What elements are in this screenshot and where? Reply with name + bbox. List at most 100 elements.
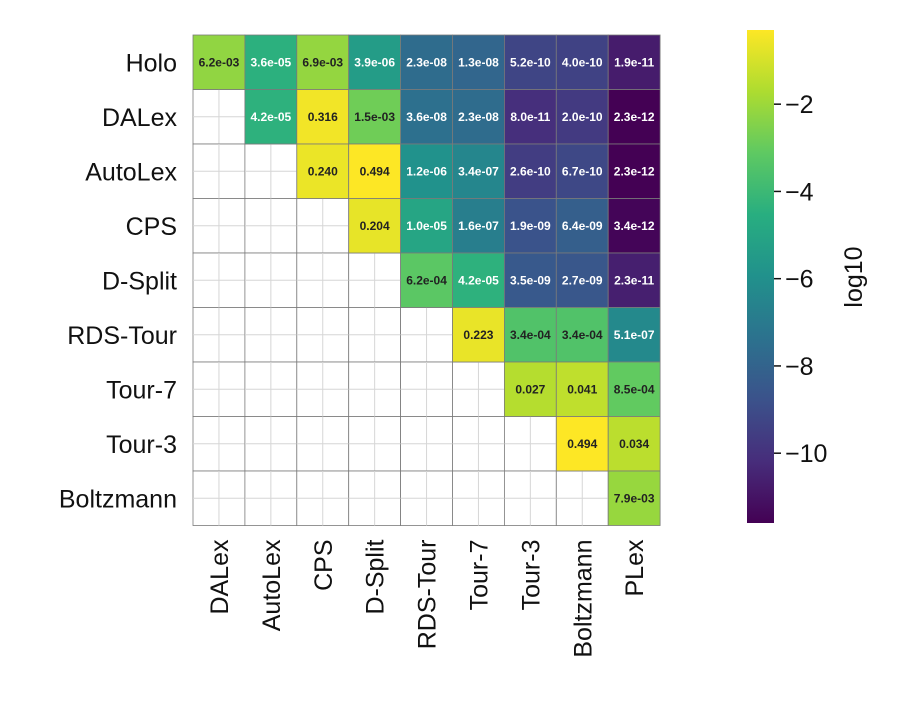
heatmap-cell <box>607 34 661 90</box>
heatmap-cell <box>503 198 557 254</box>
heatmap-cell <box>503 252 557 308</box>
column-label: CPS <box>310 540 338 591</box>
heatmap-cell <box>400 143 453 199</box>
colorbar-tick-label: −6 <box>785 266 814 294</box>
row-labels: Holo DALex AutoLex CPS D-Split RDS-Tour Tour-7… <box>59 49 178 513</box>
cell-value-label: 4.2e-05 <box>458 273 499 287</box>
heatmap-cell <box>296 89 350 145</box>
heatmap-cells: 6.2e-03 3.6e-05 6.9e-03 3.9e-06 2.3e-08 1.3e-… <box>192 34 661 526</box>
heatmap-cell <box>244 34 298 90</box>
cell-value-label: 6.2e-03 <box>199 55 240 69</box>
heatmap-cell <box>452 307 505 363</box>
colorbar-tick-label: −8 <box>785 353 814 381</box>
cell-value-label: 1.6e-07 <box>458 219 499 233</box>
cell-value-label: 0.204 <box>360 219 390 233</box>
heatmap-cell <box>400 252 453 308</box>
cell-value-label: 7.9e-03 <box>614 491 655 505</box>
column-label: DALex <box>206 539 234 615</box>
heatmap-cell <box>348 143 402 199</box>
cell-value-label: 2.3e-12 <box>614 110 655 124</box>
cell-value-label: 6.2e-04 <box>406 273 447 287</box>
cell-value-label: 2.6e-10 <box>510 164 551 178</box>
cell-value-label: 8.5e-04 <box>614 382 655 396</box>
heatmap-cell <box>555 416 609 472</box>
cell-value-label: 1.5e-03 <box>354 110 395 124</box>
heatmap-cell <box>503 307 557 363</box>
colorbar-title: log10 <box>840 246 868 307</box>
cell-value-label: 0.027 <box>515 382 545 396</box>
column-label: AutoLex <box>258 539 286 631</box>
cell-value-label: 4.0e-10 <box>562 55 603 69</box>
column-label: Tour-7 <box>465 540 493 611</box>
cell-value-label: 4.2e-05 <box>250 110 291 124</box>
cell-value-label: 2.3e-11 <box>614 273 654 287</box>
heatmap-cell <box>348 198 402 254</box>
heatmap-cell <box>607 198 661 254</box>
cell-value-label: 1.9e-09 <box>510 219 551 233</box>
cell-value-label: 3.5e-09 <box>510 273 551 287</box>
heatmap-cell <box>452 198 505 254</box>
heatmap-cell <box>348 34 402 90</box>
heatmap-cell <box>503 89 557 145</box>
heatmap-cell <box>503 361 557 417</box>
cell-value-label: 2.3e-08 <box>458 110 499 124</box>
heatmap-cell <box>296 34 350 90</box>
cell-value-label: 0.240 <box>308 164 338 178</box>
heatmap-cell <box>607 416 661 472</box>
heatmap-cell <box>452 89 505 145</box>
cell-value-label: 3.4e-04 <box>562 328 603 342</box>
row-label: Boltzmann <box>59 485 177 513</box>
colorbar-tick-label: −2 <box>785 91 814 119</box>
heatmap-cell <box>607 361 661 417</box>
cell-value-label: 1.2e-06 <box>406 164 447 178</box>
column-label: PLex <box>621 539 649 596</box>
row-label: Tour-3 <box>106 431 177 459</box>
column-label: D-Split <box>362 539 390 614</box>
cell-value-label: 0.494 <box>567 437 597 451</box>
heatmap-cell <box>607 470 661 526</box>
heatmap-cell <box>555 252 609 308</box>
cell-value-label: 3.6e-08 <box>406 110 447 124</box>
cell-value-label: 6.7e-10 <box>562 164 603 178</box>
cell-value-label: 3.6e-05 <box>250 55 291 69</box>
colorbar-gradient <box>747 30 774 523</box>
row-label: Holo <box>126 49 177 77</box>
cell-value-label: 3.4e-04 <box>510 328 551 342</box>
row-label: CPS <box>126 213 177 241</box>
row-label: RDS-Tour <box>67 322 177 350</box>
cell-value-label: 0.223 <box>463 328 493 342</box>
cell-value-label: 1.9e-11 <box>614 55 654 69</box>
heatmap-cell <box>503 143 557 199</box>
cell-value-label: 0.034 <box>619 437 649 451</box>
cell-value-label: 0.041 <box>567 382 597 396</box>
heatmap-cell <box>244 89 298 145</box>
row-label: DALex <box>102 104 178 132</box>
heatmap-cell <box>607 143 661 199</box>
row-label: D-Split <box>102 267 177 295</box>
heatmap-cell <box>452 34 505 90</box>
heatmap-cell <box>192 34 246 90</box>
cell-value-label: 3.4e-12 <box>614 219 655 233</box>
cell-value-label: 5.2e-10 <box>510 55 551 69</box>
cell-value-label: 1.0e-05 <box>406 219 447 233</box>
colorbar-tick-label: −10 <box>785 440 827 468</box>
cell-value-label: 0.316 <box>308 110 338 124</box>
row-label: AutoLex <box>85 158 177 186</box>
cell-value-label: 3.4e-07 <box>458 164 499 178</box>
column-label: Boltzmann <box>569 540 597 658</box>
heatmap-cell <box>555 307 609 363</box>
cell-value-label: 5.1e-07 <box>614 328 655 342</box>
colorbar: −2 −4 −6 −8 −10 log10 <box>747 30 868 523</box>
heatmap-cell <box>296 143 350 199</box>
cell-value-label: 3.9e-06 <box>354 55 395 69</box>
heatmap-cell <box>503 34 557 90</box>
column-labels: DALex AutoLex CPS D-Split RDS-Tour Tour-7 Tour… <box>206 539 649 658</box>
cell-value-label: 1.3e-08 <box>458 55 499 69</box>
empty-cell-grid <box>192 89 609 526</box>
heatmap-cell <box>452 252 505 308</box>
colorbar-tick-label: −4 <box>785 178 814 206</box>
heatmap-cell <box>452 143 505 199</box>
heatmap-cell <box>607 252 661 308</box>
cell-value-label: 2.3e-12 <box>614 164 655 178</box>
